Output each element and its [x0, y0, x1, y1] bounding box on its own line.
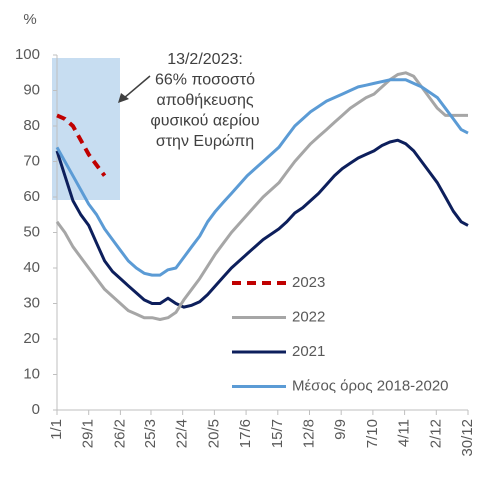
y-tick-label: 0: [32, 401, 40, 418]
x-tick-label: 29/1: [80, 419, 97, 448]
legend-label: Μέσος όρος 2018-2020: [292, 377, 449, 394]
annotation-text: φυσικού αερίου: [150, 113, 259, 130]
legend-label: 2023: [292, 274, 325, 291]
x-tick-label: 1/1: [48, 419, 65, 440]
y-tick-label: 80: [23, 117, 40, 134]
series-line: [56, 113, 107, 177]
x-tick-label: 4/11: [396, 419, 413, 447]
x-tick-label: 15/7: [269, 419, 286, 448]
highlight-box: [52, 58, 120, 200]
y-tick-label: 20: [23, 330, 40, 347]
annotation-text: αποθήκευσης: [156, 92, 253, 109]
x-tick-label: 2/12: [427, 419, 444, 448]
x-tick-label: 12/8: [300, 419, 317, 448]
legend-label: 2022: [292, 308, 325, 325]
annotation-text: 66% ποσοστό: [155, 72, 255, 89]
x-tick-label: 9/9: [332, 419, 349, 440]
y-tick-label: 50: [23, 223, 40, 240]
x-tick-label: 22/4: [174, 419, 191, 448]
annotation-text: 13/2/2023:: [167, 51, 243, 68]
legend-label: 2021: [292, 343, 325, 360]
y-axis-label: %: [23, 11, 36, 28]
y-tick-label: 10: [23, 365, 40, 382]
annotation-arrow: [123, 75, 151, 99]
x-tick-label: 30/12: [459, 419, 476, 457]
y-tick-label: 60: [23, 188, 40, 205]
x-tick-label: 7/10: [364, 419, 381, 448]
y-tick-label: 70: [23, 152, 40, 169]
series-line: [55, 78, 469, 277]
x-tick-label: 26/2: [111, 419, 128, 448]
x-tick-label: 20/5: [205, 419, 222, 448]
arrow-head: [118, 93, 129, 103]
y-tick-label: 100: [15, 46, 40, 63]
annotation-text: στην Ευρώπη: [156, 133, 254, 150]
x-tick-label: 25/3: [142, 419, 159, 448]
series-line: [55, 138, 469, 309]
x-tick-label: 17/6: [237, 419, 254, 448]
y-tick-label: 30: [23, 294, 40, 311]
series-line: [55, 71, 468, 321]
y-tick-label: 90: [23, 81, 40, 98]
y-tick-label: 40: [23, 259, 40, 276]
